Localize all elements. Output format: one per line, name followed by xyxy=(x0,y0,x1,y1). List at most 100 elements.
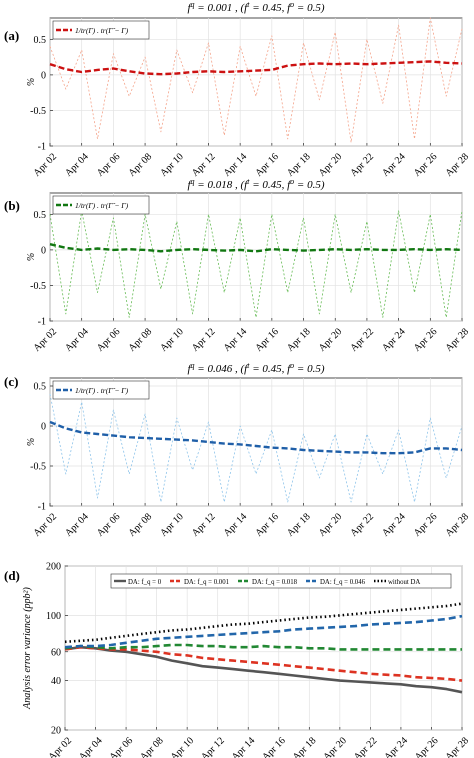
x-tick-label: Apr 02 xyxy=(46,735,74,758)
x-tick-label: Apr 18 xyxy=(285,511,313,539)
x-tick-label: Apr 10 xyxy=(158,511,186,539)
title-superscript: t xyxy=(247,177,250,186)
x-tick-label: Apr 10 xyxy=(169,735,197,758)
series-line-1 xyxy=(49,210,463,318)
y-tick-label: 0 xyxy=(41,245,46,256)
panel-title: fq = 0.018 , (ft = 0.45, fo = 0.5) xyxy=(187,177,324,192)
title-text: = 0.5) xyxy=(294,363,325,375)
x-tick-label: Apr 28 xyxy=(443,326,471,354)
x-tick-label: Apr 04 xyxy=(63,151,91,179)
plot-area xyxy=(49,377,463,507)
x-tick-label: Apr 14 xyxy=(222,511,250,539)
y-tick-label: 60 xyxy=(51,647,61,658)
x-tick-label: Apr 16 xyxy=(260,735,288,758)
title-superscript: o xyxy=(290,0,294,9)
y-tick-label: 0.5 xyxy=(34,210,47,221)
x-tick-label: Apr 22 xyxy=(348,511,376,539)
legend-box xyxy=(52,20,150,40)
x-tick-label: Apr 04 xyxy=(63,511,91,539)
title-superscript: t xyxy=(247,361,250,370)
panel-label: (b) xyxy=(4,198,20,213)
chart-panel-d: (d)Apr 02 Apr 04 Apr 06 Apr 08 Apr 10 Apr 12 A… xyxy=(4,562,471,758)
x-tick-label: Apr 28 xyxy=(443,151,471,179)
title-text: = 0.45, f xyxy=(249,363,292,375)
y-tick-label: -0.5 xyxy=(30,462,46,473)
title-superscript: q xyxy=(191,177,195,186)
y-axis-label: % xyxy=(26,253,37,261)
x-tick-label: Apr 10 xyxy=(158,151,186,179)
series-line-0 xyxy=(49,243,463,253)
x-tick-label: Apr 24 xyxy=(380,326,408,354)
y-tick-label: -0.5 xyxy=(30,106,46,117)
x-tick-label: Apr 18 xyxy=(291,735,319,758)
title-text: f xyxy=(187,363,192,375)
x-tick-label: Apr 08 xyxy=(127,151,155,179)
x-tick-label: Apr 24 xyxy=(380,511,408,539)
title-superscript: t xyxy=(247,0,250,9)
x-tick-label: Apr 20 xyxy=(317,151,345,179)
x-tick-label: Apr 08 xyxy=(127,511,155,539)
y-tick-label: 0 xyxy=(41,422,46,433)
panel-title: fq = 0.001 , (ft = 0.45, fo = 0.5) xyxy=(187,0,324,14)
title-text: = 0.45, f xyxy=(249,2,292,14)
x-tick-label: Apr 06 xyxy=(95,151,123,179)
x-tick-label: Apr 06 xyxy=(95,511,123,539)
x-tick-label: Apr 24 xyxy=(380,151,408,179)
title-text: f xyxy=(187,2,192,14)
series-line-1 xyxy=(49,393,463,503)
x-tick-label: Apr 02 xyxy=(31,326,59,354)
series-line-2 xyxy=(64,643,462,651)
panel-label: (c) xyxy=(4,374,18,389)
title-text: f xyxy=(187,179,192,191)
panel-label: (d) xyxy=(4,568,20,583)
y-tick-label: 20 xyxy=(51,726,61,737)
legend-label: DA: f_q = 0.046 xyxy=(320,579,366,586)
x-tick-label: Apr 22 xyxy=(352,735,380,758)
legend-label: DA: f_q = 0.001 xyxy=(184,579,229,586)
x-tick-label: Apr 18 xyxy=(285,151,313,179)
chart-panel-b: (b) fq = 0.018 , (ft = 0.45, fo = 0.5) Apr… xyxy=(4,177,471,354)
y-axis-label: Analysis error variance (ppb²) xyxy=(22,586,33,709)
legend-box xyxy=(52,380,150,400)
x-tick-label: Apr 16 xyxy=(253,511,281,539)
y-tick-label: 0.5 xyxy=(34,382,47,393)
x-tick-label: Apr 26 xyxy=(412,511,440,539)
x-tick-label: Apr 22 xyxy=(348,326,376,354)
title-text: = 0.046 , (f xyxy=(195,363,250,375)
y-tick-label: 40 xyxy=(51,676,61,687)
panel-label: (a) xyxy=(4,28,19,43)
title-text: = 0.45, f xyxy=(249,179,292,191)
y-tick-label: 0.5 xyxy=(34,35,47,46)
series-line-0 xyxy=(49,60,463,76)
x-tick-label: Apr 14 xyxy=(230,735,258,758)
x-tick-label: Apr 26 xyxy=(412,151,440,179)
title-text: = 0.5) xyxy=(294,2,325,14)
chart-panel-a: (a) fq = 0.001 , (ft = 0.45, fo = 0.5) Apr… xyxy=(4,0,471,179)
series-line-1 xyxy=(64,645,463,682)
title-text: = 0.5) xyxy=(294,179,325,191)
x-tick-label: Apr 20 xyxy=(317,511,345,539)
x-tick-label: Apr 12 xyxy=(199,735,227,758)
x-tick-label: Apr 16 xyxy=(253,151,281,179)
x-tick-label: Apr 12 xyxy=(190,511,218,539)
x-tick-label: Apr 26 xyxy=(413,735,441,758)
x-tick-label: Apr 14 xyxy=(222,326,250,354)
x-tick-label: Apr 02 xyxy=(31,151,59,179)
x-tick-label: Apr 24 xyxy=(382,735,410,758)
y-tick-label: -1 xyxy=(38,502,46,513)
x-tick-label: Apr 28 xyxy=(443,735,471,758)
y-axis-label: % xyxy=(26,78,37,86)
title-superscript: q xyxy=(191,361,195,370)
legend-label: DA: f_q = 0 xyxy=(128,579,162,586)
x-tick-label: Apr 08 xyxy=(138,735,166,758)
x-tick-label: Apr 26 xyxy=(412,326,440,354)
x-tick-label: Apr 08 xyxy=(127,326,155,354)
series-line-1 xyxy=(49,17,463,143)
y-tick-label: -1 xyxy=(38,317,46,328)
y-tick-label: 100 xyxy=(46,611,61,622)
x-tick-label: Apr 20 xyxy=(317,326,345,354)
legend-box xyxy=(110,573,452,589)
title-superscript: q xyxy=(191,0,195,9)
x-tick-label: Apr 28 xyxy=(443,511,471,539)
series-line-3 xyxy=(64,614,463,649)
